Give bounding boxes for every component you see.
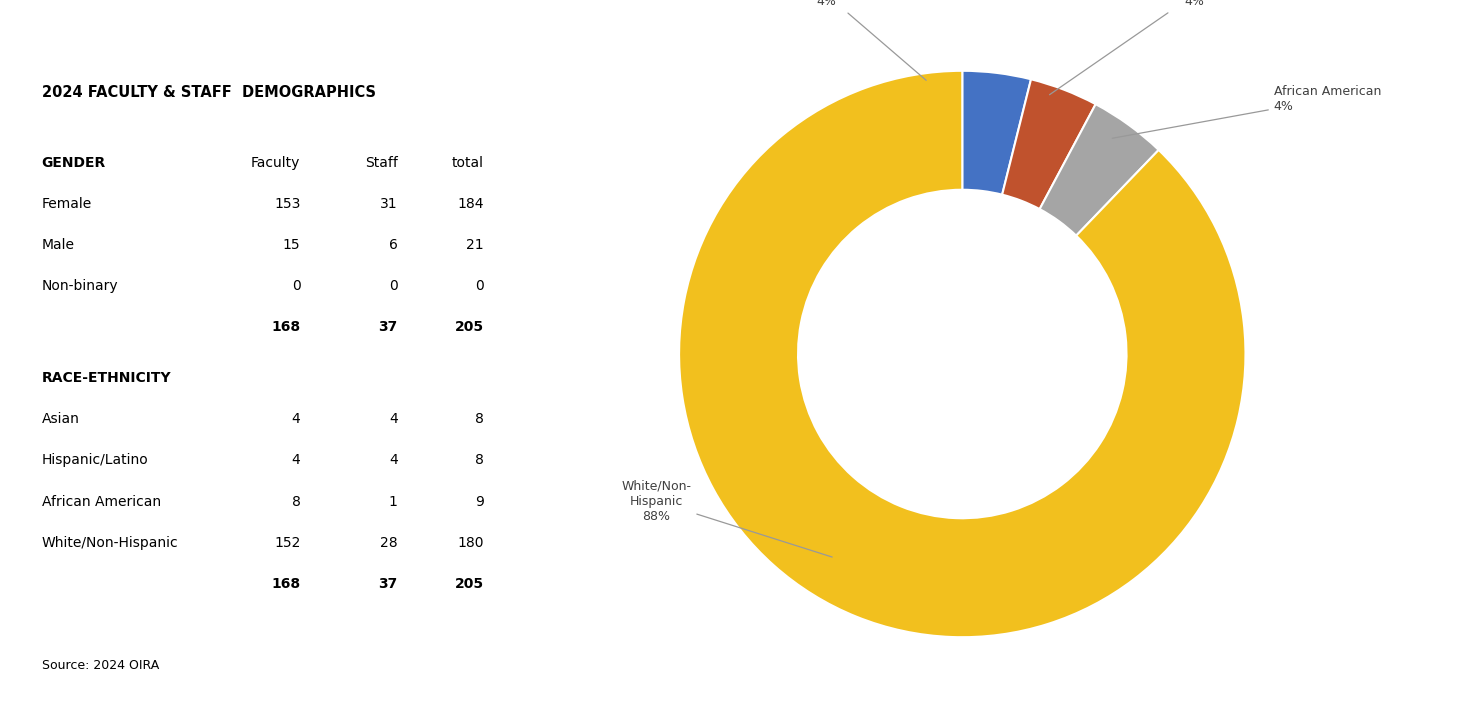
Wedge shape: [679, 71, 1245, 637]
Text: 28: 28: [381, 535, 398, 549]
Text: 152: 152: [274, 535, 300, 549]
Text: Hispanic/Latino
4%: Hispanic/Latino 4%: [1050, 0, 1242, 95]
Text: 8: 8: [475, 453, 484, 467]
Text: 6: 6: [389, 238, 398, 252]
Text: Staff: Staff: [364, 156, 398, 170]
Wedge shape: [1002, 79, 1095, 209]
Text: 21: 21: [467, 238, 484, 252]
Text: 168: 168: [271, 576, 300, 590]
Text: 8: 8: [292, 494, 300, 508]
Text: 205: 205: [455, 576, 484, 590]
Text: GENDER: GENDER: [41, 156, 106, 170]
Text: total: total: [452, 156, 484, 170]
Text: 168: 168: [271, 320, 300, 334]
Text: 0: 0: [292, 279, 300, 293]
Text: Faculty: Faculty: [251, 156, 300, 170]
Text: White/Non-Hispanic: White/Non-Hispanic: [41, 535, 178, 549]
Text: 153: 153: [274, 197, 300, 211]
Text: RACE-ETHNICITY: RACE-ETHNICITY: [41, 371, 171, 385]
Text: 184: 184: [458, 197, 484, 211]
Text: Male: Male: [41, 238, 74, 252]
Text: African American: African American: [41, 494, 160, 508]
Text: 4: 4: [292, 412, 300, 426]
Text: 0: 0: [475, 279, 484, 293]
Text: 205: 205: [455, 320, 484, 334]
Text: 31: 31: [381, 197, 398, 211]
Text: 37: 37: [378, 320, 398, 334]
Wedge shape: [1040, 104, 1159, 236]
Text: 1: 1: [389, 494, 398, 508]
Text: Asian
4%: Asian 4%: [809, 0, 926, 80]
Wedge shape: [962, 71, 1031, 195]
Text: 2024 FACULTY & STAFF  DEMOGRAPHICS: 2024 FACULTY & STAFF DEMOGRAPHICS: [41, 85, 376, 100]
Text: 4: 4: [292, 453, 300, 467]
Text: 9: 9: [475, 494, 484, 508]
Text: 180: 180: [458, 535, 484, 549]
Text: African American
4%: African American 4%: [1112, 85, 1381, 138]
Text: 4: 4: [389, 412, 398, 426]
Text: Hispanic/Latino: Hispanic/Latino: [41, 453, 149, 467]
Text: 0: 0: [389, 279, 398, 293]
Text: Source: 2024 OIRA: Source: 2024 OIRA: [41, 658, 159, 672]
Text: 37: 37: [378, 576, 398, 590]
Text: 4: 4: [389, 453, 398, 467]
Text: White/Non-
Hispanic
88%: White/Non- Hispanic 88%: [621, 480, 833, 557]
Text: Asian: Asian: [41, 412, 79, 426]
Text: Female: Female: [41, 197, 92, 211]
Text: Non-binary: Non-binary: [41, 279, 118, 293]
Text: 8: 8: [475, 412, 484, 426]
Text: 15: 15: [283, 238, 300, 252]
